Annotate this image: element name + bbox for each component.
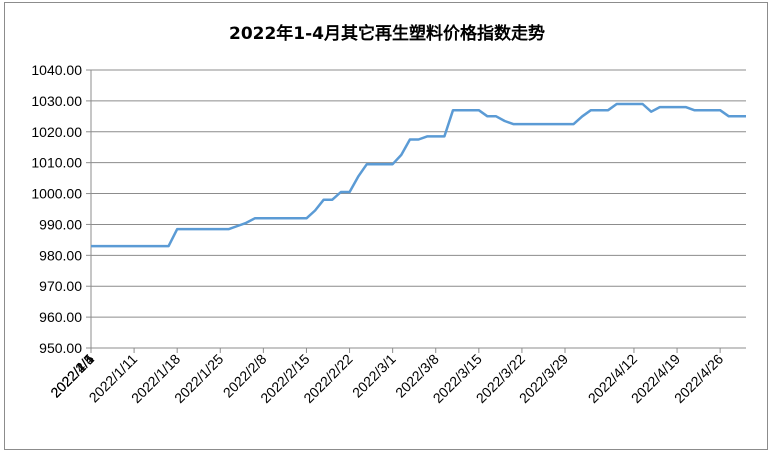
gridlines bbox=[91, 69, 746, 318]
series-lines bbox=[91, 102, 746, 248]
y-tick-label: 1010.00 bbox=[31, 155, 82, 171]
y-tick-label: 1020.00 bbox=[31, 124, 82, 140]
y-tick-label: 960.00 bbox=[39, 309, 82, 325]
y-tick-label: 990.00 bbox=[39, 216, 82, 232]
x-tick-label: 2022/3/1 bbox=[349, 351, 399, 401]
y-tick-label: 950.00 bbox=[39, 340, 82, 356]
y-tick-label: 1040.00 bbox=[31, 62, 82, 78]
y-tick-label: 980.00 bbox=[39, 247, 82, 263]
axes bbox=[86, 69, 746, 353]
y-tick-labels: 950.00 960.00 970.00 980.00 990.00 1000.00 101… bbox=[31, 62, 82, 356]
y-tick-label: 970.00 bbox=[39, 278, 82, 294]
x-tick-labels: 2022/1/42022/1/112022/1/182022/1/252022/… bbox=[47, 351, 726, 407]
chart-frame bbox=[4, 2, 768, 450]
chart-title: 2022年1-4月其它再生塑料价格指数走势 bbox=[229, 23, 545, 44]
y-tick-label: 1030.00 bbox=[31, 93, 82, 109]
series-line bbox=[91, 102, 746, 248]
y-tick-label: 1000.00 bbox=[31, 186, 82, 202]
